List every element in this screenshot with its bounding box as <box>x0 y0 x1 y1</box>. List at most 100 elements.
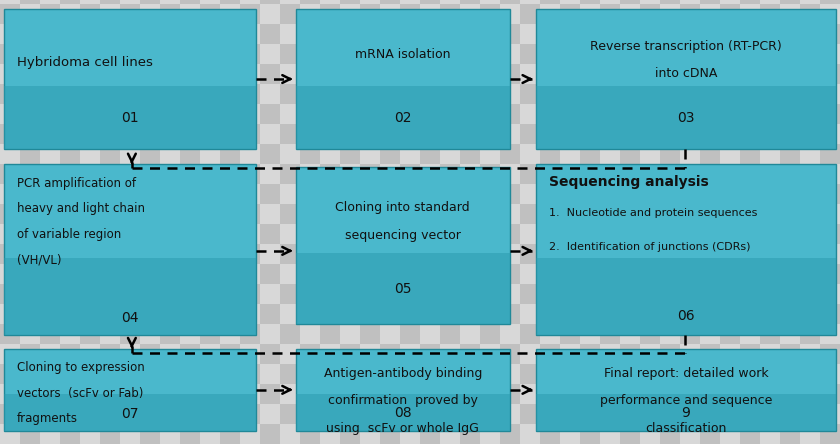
Bar <box>240 424 260 444</box>
Bar <box>4 394 256 431</box>
Bar <box>440 164 460 184</box>
Bar <box>180 284 200 304</box>
Bar <box>280 124 300 144</box>
Bar <box>260 0 280 4</box>
Bar <box>80 124 100 144</box>
Bar <box>540 0 560 4</box>
Bar <box>20 104 40 124</box>
Bar <box>660 424 680 444</box>
Bar <box>100 144 120 164</box>
Bar <box>300 144 320 164</box>
Bar <box>440 304 460 324</box>
Bar <box>40 0 60 4</box>
Bar <box>160 404 180 424</box>
Bar <box>340 424 360 444</box>
Bar <box>180 304 200 324</box>
Bar <box>700 4 720 24</box>
Bar <box>640 204 660 224</box>
Bar <box>460 44 480 64</box>
Bar <box>800 44 820 64</box>
Bar <box>480 244 500 264</box>
Bar <box>280 404 300 424</box>
Bar <box>520 24 540 44</box>
Bar <box>600 244 620 264</box>
Text: 9: 9 <box>681 406 690 420</box>
Bar <box>220 184 240 204</box>
Bar <box>60 64 80 84</box>
Bar <box>340 124 360 144</box>
Bar <box>820 284 840 304</box>
Bar <box>160 164 180 184</box>
Bar <box>720 204 740 224</box>
Bar <box>560 4 580 24</box>
Bar <box>580 384 600 404</box>
Bar <box>800 224 820 244</box>
Bar <box>780 224 800 244</box>
Bar <box>820 44 840 64</box>
Bar <box>560 84 580 104</box>
Bar <box>660 264 680 284</box>
Bar <box>200 304 220 324</box>
Bar <box>460 404 480 424</box>
Bar <box>660 344 680 364</box>
Bar <box>100 224 120 244</box>
Bar <box>660 324 680 344</box>
Bar <box>760 24 780 44</box>
Bar <box>40 224 60 244</box>
Bar <box>280 344 300 364</box>
Bar <box>780 24 800 44</box>
Bar <box>140 364 160 384</box>
Bar <box>260 304 280 324</box>
Bar <box>500 384 520 404</box>
Bar <box>140 324 160 344</box>
Bar <box>700 0 720 4</box>
Bar <box>120 84 140 104</box>
Bar <box>320 324 340 344</box>
Bar <box>340 184 360 204</box>
Bar <box>620 244 640 264</box>
Bar <box>500 104 520 124</box>
Bar <box>40 24 60 44</box>
Bar <box>300 424 320 444</box>
Bar <box>380 424 400 444</box>
Bar <box>520 324 540 344</box>
Bar <box>260 84 280 104</box>
Bar <box>420 104 440 124</box>
Bar <box>160 364 180 384</box>
Bar <box>460 24 480 44</box>
Bar <box>520 304 540 324</box>
Bar <box>160 324 180 344</box>
Bar <box>20 64 40 84</box>
Bar <box>260 424 280 444</box>
Bar <box>400 304 420 324</box>
Bar <box>620 104 640 124</box>
Bar <box>480 404 500 424</box>
Bar <box>660 284 680 304</box>
Bar <box>520 164 540 184</box>
Bar <box>260 64 280 84</box>
Bar <box>540 264 560 284</box>
Bar <box>780 424 800 444</box>
Bar <box>640 264 660 284</box>
Bar <box>320 244 340 264</box>
Bar <box>300 184 320 204</box>
Text: 02: 02 <box>394 111 412 125</box>
Bar <box>100 104 120 124</box>
Bar <box>720 304 740 324</box>
Bar <box>800 384 820 404</box>
Bar <box>536 258 836 335</box>
Bar <box>660 4 680 24</box>
Bar <box>460 204 480 224</box>
Bar <box>140 44 160 64</box>
Bar <box>580 344 600 364</box>
Text: classification: classification <box>645 422 727 435</box>
Bar <box>540 384 560 404</box>
Bar <box>220 64 240 84</box>
Bar <box>600 164 620 184</box>
Bar <box>420 204 440 224</box>
Bar <box>820 144 840 164</box>
Bar <box>760 324 780 344</box>
Bar <box>420 404 440 424</box>
Bar <box>680 24 700 44</box>
Bar <box>80 344 100 364</box>
